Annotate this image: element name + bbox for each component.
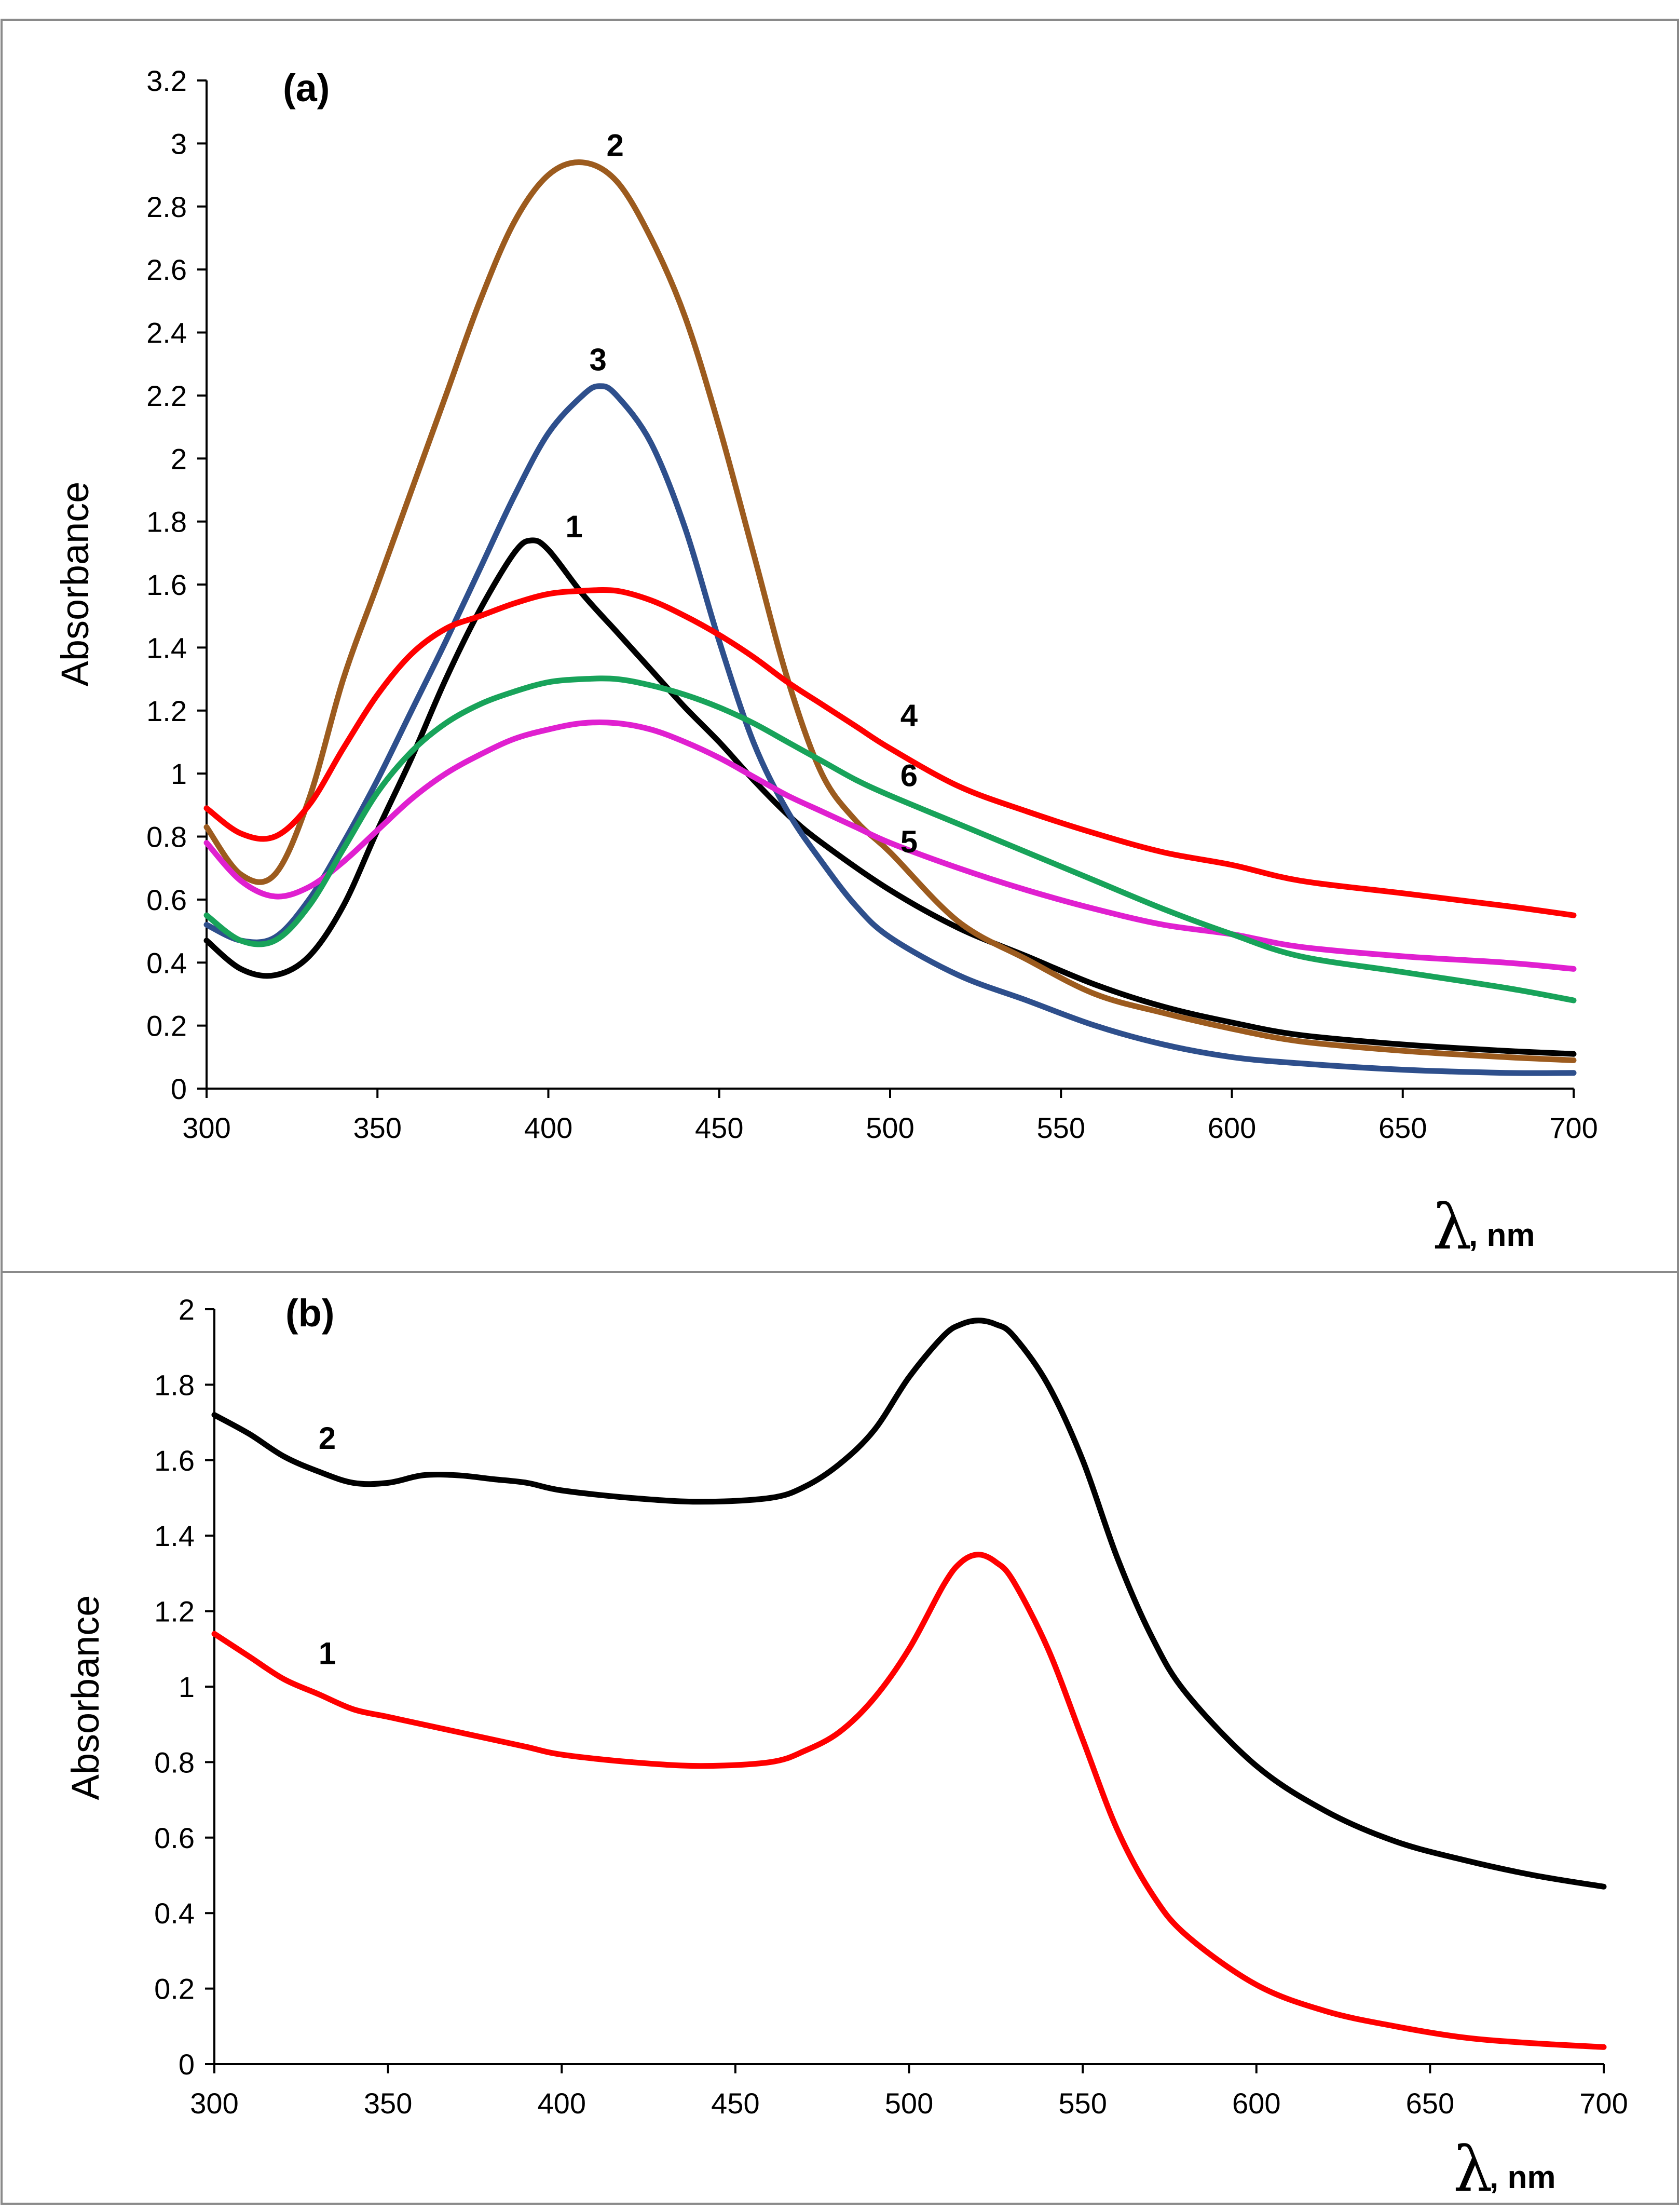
- chart-b-y-tick-label: 0.2: [154, 1973, 195, 2005]
- chart-a-series-3-label: 3: [590, 342, 607, 377]
- chart-b-x-tick-label: 650: [1406, 2087, 1454, 2120]
- chart-b-y-tick-label: 1: [179, 1671, 195, 1703]
- chart-a-panel-label: (a): [283, 66, 330, 110]
- chart-b-series-1-label: 1: [319, 1636, 336, 1671]
- chart-a-x-tick-label: 350: [353, 1111, 402, 1144]
- chart-b-y-tick-labels: 0 0.2 0.4 0.6 0.8 1 1.2 1.4 1.6 1.8 2: [154, 1293, 195, 2081]
- chart-a-series-labels: 1 2 3 4 5 6: [565, 128, 918, 859]
- chart-a-series-6-line: [203, 675, 1577, 1003]
- chart-b-y-tick-label: 0.6: [154, 1822, 195, 1854]
- chart-a-x-tick-label: 450: [695, 1111, 743, 1144]
- chart-b-series-labels: 12: [319, 1421, 336, 1671]
- chart-b-y-tick-label: 2: [179, 1293, 195, 1326]
- chart-b-y-tick-label: 0.8: [154, 1746, 195, 1779]
- panel-b-frame: [1, 1271, 1679, 2205]
- chart-b-y-tick-label: 1.8: [154, 1368, 195, 1401]
- chart-a-y-tick-labels: 0 0.2 0.4 0.6 0.8 1 1.2 1.4 1.6 1.8 2 2.2 2.4 2.6 2.8 3…: [146, 64, 187, 1105]
- chart-a-x-tick-label: 550: [1037, 1111, 1085, 1144]
- chart-a-series-3-line: [203, 383, 1577, 1076]
- chart-a-x-tick-label: 650: [1378, 1111, 1427, 1144]
- chart-b-series-1-line: [211, 1552, 1607, 2050]
- chart-b-y-axis-title: Absorbance: [64, 1595, 107, 1800]
- chart-b-x-tick-label: 550: [1058, 2087, 1107, 2120]
- chart-b-x-tick-label: 600: [1232, 2087, 1280, 2120]
- chart-a-y-tick-label: 2.2: [146, 379, 187, 412]
- chart-a-y-tick-label: 0.6: [146, 884, 187, 916]
- chart-a-x-tick-labels: 300 350 400 450 500 550 600 650 700: [182, 1111, 1598, 1144]
- chart-a-y-tick-label: 2: [171, 442, 187, 475]
- panel-a-frame: [1, 19, 1679, 1273]
- chart-a-y-tick-label: 3: [171, 127, 187, 160]
- chart-b-series: [211, 1318, 1607, 2050]
- chart-a-series-5-label: 5: [900, 824, 918, 859]
- chart-a-y-tick-label: 0.8: [146, 821, 187, 853]
- chart-a-y-tick-label: 0.2: [146, 1010, 187, 1042]
- chart-a-y-tick-label: 1.6: [146, 568, 187, 601]
- chart-a-y-tick-label: 2.8: [146, 191, 187, 223]
- chart-a-y-tick-label: 1.2: [146, 695, 187, 727]
- chart-a-x-axis-symbol: λ: [1432, 1191, 1472, 1264]
- chart-b-series-2-label: 2: [319, 1421, 336, 1456]
- chart-b-x-tick-label: 300: [190, 2087, 238, 2120]
- chart-b-x-tick-label: 700: [1579, 2087, 1628, 2120]
- chart-a-y-tick-label: 0: [171, 1073, 187, 1105]
- chart-b-y-tick-label: 0: [179, 2048, 195, 2081]
- chart-a-y-tick-label: 0.4: [146, 946, 187, 979]
- chart-a-y-tick-label: 1.4: [146, 631, 187, 664]
- chart-b: 300 350 400 450 500 550 600 650 700 0 0.2 0.4 0.6 0.…: [64, 1292, 1628, 2206]
- chart-a-y-tick-label: 1: [171, 757, 187, 790]
- chart-a-y-tick-label: 3.2: [146, 64, 187, 97]
- chart-a: 300 350 400 450 500 550 600 650 700 0 0.2 0.4 0.6 0.…: [53, 64, 1598, 1264]
- chart-a-x-tick-label: 300: [182, 1111, 230, 1144]
- chart-b-x-axis-symbol: λ: [1453, 2134, 1493, 2206]
- chart-b-x-tick-label: 500: [885, 2087, 933, 2120]
- chart-a-series-1-label: 1: [565, 509, 582, 544]
- chart-b-y-tick-label: 1.4: [154, 1519, 195, 1552]
- chart-a-y-tick-label: 2.4: [146, 317, 187, 349]
- chart-b-panel-label: (b): [285, 1292, 335, 1335]
- chart-a-y-axis-title: Absorbance: [53, 482, 97, 687]
- chart-b-x-tick-label: 450: [711, 2087, 759, 2120]
- chart-a-series-4-label: 4: [900, 698, 918, 733]
- chart-b-axes: [205, 1308, 1605, 2073]
- chart-a-series-2-label: 2: [606, 128, 623, 163]
- chart-a-x-tick-label: 500: [866, 1111, 914, 1144]
- chart-a-series: [203, 159, 1577, 1076]
- chart-b-x-tick-label: 350: [364, 2087, 412, 2120]
- chart-b-series-2-line: [211, 1318, 1607, 1890]
- chart-b-x-tick-labels: 300 350 400 450 500 550 600 650 700: [190, 2087, 1628, 2120]
- chart-a-x-tick-label: 600: [1208, 1111, 1256, 1144]
- chart-a-x-tick-label: 700: [1549, 1111, 1598, 1144]
- chart-a-y-tick-label: 1.8: [146, 506, 187, 538]
- chart-b-x-axis-unit: , nm: [1490, 2160, 1555, 2195]
- chart-a-x-axis-unit: , nm: [1469, 1217, 1535, 1253]
- chart-a-series-6-label: 6: [900, 758, 918, 793]
- chart-b-y-tick-label: 1.6: [154, 1444, 195, 1477]
- chart-a-series-2-line: [203, 159, 1577, 1063]
- chart-b-y-tick-label: 0.4: [154, 1897, 195, 1930]
- chart-a-y-tick-label: 2.6: [146, 253, 187, 286]
- chart-a-series-4-line: [203, 587, 1577, 918]
- chart-b-y-tick-label: 1.2: [154, 1595, 195, 1628]
- chart-a-x-tick-label: 400: [524, 1111, 572, 1144]
- chart-b-x-tick-label: 400: [538, 2087, 586, 2120]
- chart-a-series-1-line: [203, 537, 1577, 1057]
- chart-a-axes: [197, 79, 1575, 1098]
